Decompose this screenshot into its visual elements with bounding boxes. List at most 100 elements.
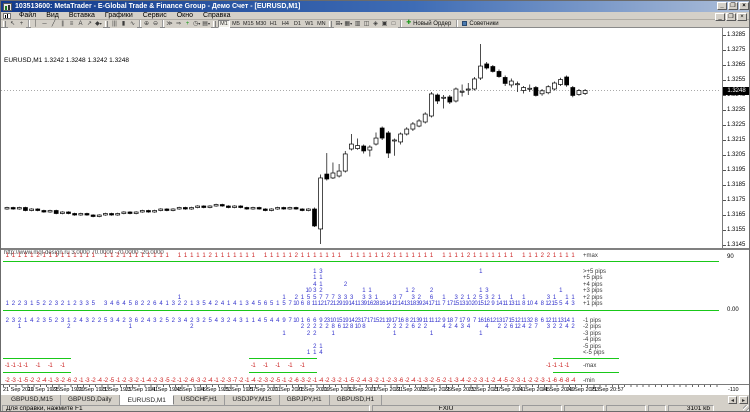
shapes-dropdown-icon[interactable]: ▾ <box>99 20 102 26</box>
chart-tab-gbpusd-daily[interactable]: GBPUSD,Daily <box>60 395 120 405</box>
fullscreen-icon[interactable]: □ <box>389 19 399 28</box>
profiles-icon[interactable]: ▦▾ <box>343 19 354 28</box>
close-button[interactable]: × <box>739 2 749 10</box>
maximize-button[interactable]: ❐ <box>728 2 738 10</box>
minimize-button[interactable]: _ <box>717 2 727 10</box>
indicator-value: -2 <box>152 377 157 384</box>
periods-dropdown-icon[interactable]: ▾ <box>198 20 201 26</box>
candle-chart-icon[interactable]: ▮ <box>119 19 128 28</box>
menu-item-сервис[interactable]: Сервис <box>142 11 167 19</box>
periods-icon[interactable]: ◷▾ <box>192 19 202 28</box>
timeframe-d1-button[interactable]: D1 <box>293 20 301 27</box>
indicator-value: 8 <box>540 301 544 307</box>
toolbar-grip[interactable] <box>3 20 6 27</box>
timeframe-m15-button[interactable]: M15 <box>242 20 254 27</box>
menu-item-вид[interactable]: Вид <box>46 11 59 19</box>
indicator-value: 1 <box>91 252 95 259</box>
menu-item-справка[interactable]: Справка <box>203 11 231 19</box>
indicator-value: 1 <box>183 252 187 259</box>
indicator-value: 6 <box>263 301 267 307</box>
timeframe-w1-button[interactable]: W1 <box>305 20 314 27</box>
chart-tab-eurusd-m1[interactable]: EURUSD,M1 <box>119 395 174 405</box>
new-chart-icon[interactable]: ⊞▾ <box>334 19 344 28</box>
timeframe-h4-button[interactable]: H4 <box>281 20 289 27</box>
title-bar[interactable]: 103513600: MetaTrader - E-Global Trade &… <box>1 1 749 12</box>
zoom-out-icon[interactable]: ⊖ <box>151 19 160 28</box>
child-restore-button[interactable]: ❐ <box>726 13 736 21</box>
zoom-in-icon[interactable]: ⊕ <box>142 19 151 28</box>
resize-grip[interactable] <box>743 405 749 411</box>
indicator-value: 1 <box>552 252 556 259</box>
template-icon[interactable]: ▤▾ <box>201 19 211 28</box>
indicator-value: 12 <box>483 301 490 307</box>
new-order-button[interactable]: ✚ Новый Ордер <box>406 20 452 27</box>
new-chart-dropdown-icon[interactable]: ▾ <box>340 20 343 26</box>
line-chart-icon[interactable]: ∿ <box>128 19 137 28</box>
indicator-value: -1 <box>343 377 348 384</box>
indicator-value: 4 <box>147 317 150 324</box>
vertical-line-icon[interactable]: │ <box>31 19 40 28</box>
expert-advisors-button[interactable]: Советники <box>459 20 501 28</box>
timeframe-m30-button[interactable]: M30 <box>255 20 267 27</box>
timeframe-m5-button[interactable]: M5 <box>232 20 240 27</box>
terminal-icon[interactable]: ▣ <box>380 19 390 28</box>
indicator-value: -3 <box>84 377 90 384</box>
indicator-value: 1 <box>300 252 304 259</box>
indicator-value: -1 <box>177 377 182 384</box>
crosshair-icon[interactable]: + <box>17 19 26 28</box>
child-close-button[interactable]: × <box>737 13 747 21</box>
shapes-icon[interactable]: ◆▾ <box>94 19 103 28</box>
menu-item-вставка[interactable]: Вставка <box>68 11 95 19</box>
chart-tab-usdjpy-m15[interactable]: USDJPY,M15 <box>225 395 280 405</box>
menu-item-файл[interactable]: Файл <box>19 11 37 19</box>
menu-item-окно[interactable]: Окно <box>176 11 194 19</box>
profiles-dropdown-icon[interactable]: ▾ <box>350 20 353 26</box>
chart-system-icon[interactable] <box>3 12 11 19</box>
chart-tab-gbpusd-m15[interactable]: GBPUSD,M15 <box>4 395 61 405</box>
indicator-subwindow[interactable]: http://www.mql-design.ru 3.0000 70.0000 … <box>1 250 723 384</box>
price-axis-border <box>722 28 723 394</box>
chart-tab-gbpjpy-h1[interactable]: GBPJPY,H1 <box>279 395 330 405</box>
indicators-icon[interactable]: + <box>183 19 192 28</box>
toolbar-grip[interactable] <box>212 20 216 27</box>
data-window-icon[interactable]: ◫ <box>362 19 372 28</box>
indicator-value: 16 <box>477 317 484 324</box>
tab-scroll-right-icon[interactable]: ▸ <box>739 396 748 404</box>
bar-chart-icon[interactable]: ||| <box>110 19 119 28</box>
channel-icon[interactable]: ∥ <box>58 19 67 28</box>
chart-indicator-divider[interactable] <box>1 248 749 250</box>
indicator-value: -2 <box>441 377 446 384</box>
fibonacci-icon[interactable]: ≡ <box>67 19 76 28</box>
navigator-icon[interactable]: ◈ <box>371 19 381 28</box>
cursor-icon[interactable]: ↖ <box>8 19 17 28</box>
tab-scroll-left-icon[interactable]: ◂ <box>728 396 737 404</box>
indicator-value: 1 <box>454 252 458 259</box>
indicator-value: 1 <box>466 294 470 301</box>
indicator-value: 2 <box>140 317 144 324</box>
indicator-value: 3 <box>220 317 224 324</box>
indicator-value: 2 <box>411 288 415 294</box>
horizontal-line-icon[interactable]: ─ <box>40 19 49 28</box>
timeframe-mn-button[interactable]: MN <box>317 20 326 27</box>
menu-item-графики[interactable]: Графики <box>104 11 133 19</box>
text-icon[interactable]: A <box>76 19 85 28</box>
trendline-icon[interactable]: ╱ <box>49 19 58 28</box>
indicator-value: 2 <box>48 301 52 307</box>
indicator-value: 14 <box>397 301 404 307</box>
toolbar-grip[interactable] <box>329 20 333 27</box>
time-axis[interactable]: 21 Sep 2010 21 Sep 19:25 21 Sep 19:29 21 Se… <box>1 384 749 394</box>
template-dropdown-icon[interactable]: ▾ <box>207 20 210 26</box>
price-tick-mark <box>723 200 726 201</box>
child-minimize-button[interactable]: _ <box>715 13 725 21</box>
chart-tab-gbpusd-h1[interactable]: GBPUSD,H1 <box>329 395 383 405</box>
market-watch-icon[interactable]: ▥ <box>353 19 363 28</box>
candlestick-chart[interactable] <box>1 28 723 248</box>
indicator-value: 2 <box>122 317 126 324</box>
arrows-icon[interactable]: ↗ <box>85 19 94 28</box>
timeframe-m1-button[interactable]: M1 <box>217 19 230 28</box>
chart-shift-icon[interactable]: ⇒ <box>174 19 183 28</box>
chart-tab-usdchf-h1[interactable]: USDCHF,H1 <box>173 395 226 405</box>
timeframe-h1-button[interactable]: H1 <box>269 20 277 27</box>
autoscroll-icon[interactable]: ≫ <box>165 19 174 28</box>
toolbar-grip[interactable] <box>105 20 108 27</box>
